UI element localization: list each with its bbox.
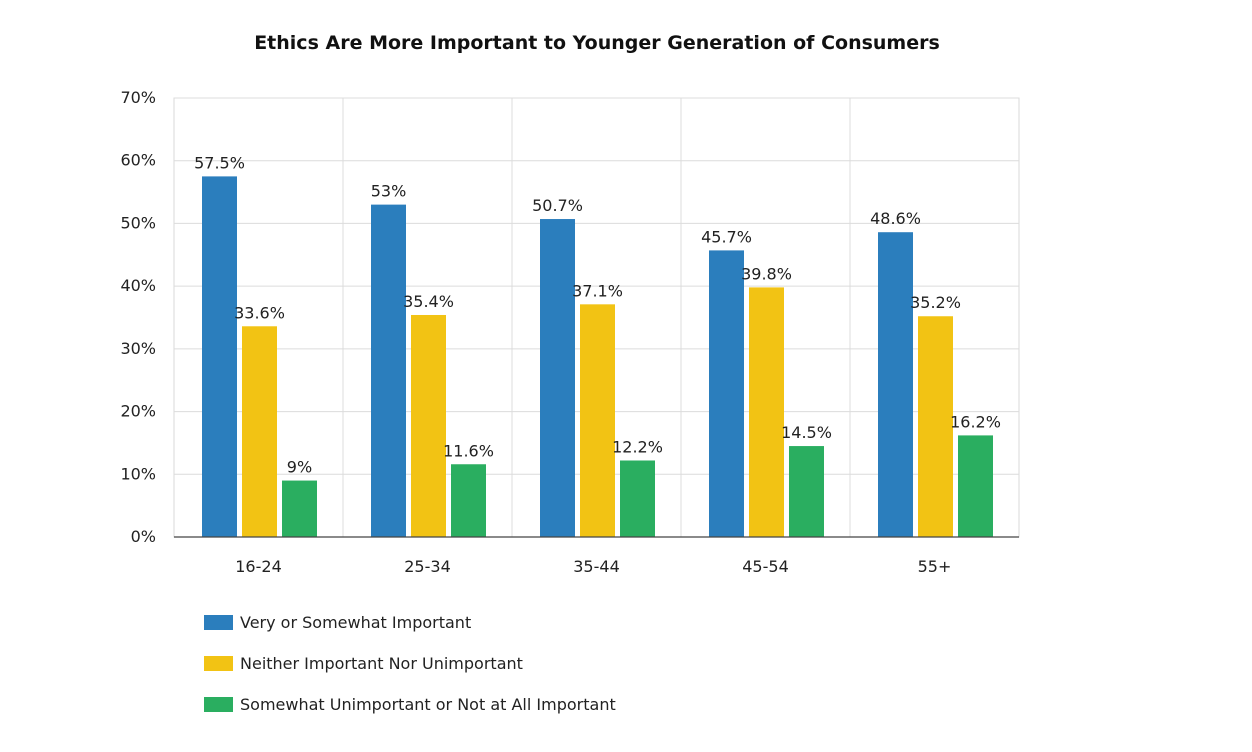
x-tick-label: 55+ (918, 557, 952, 576)
bar[interactable] (918, 316, 953, 537)
y-tick-label: 60% (120, 151, 156, 170)
x-tick-label: 35-44 (573, 557, 620, 576)
y-tick-label: 50% (120, 213, 156, 232)
bar-data-label: 35.2% (910, 293, 961, 312)
bar[interactable] (749, 287, 784, 537)
bar-data-label: 9% (287, 458, 312, 477)
bar[interactable] (202, 176, 237, 537)
y-tick-label: 40% (120, 276, 156, 295)
x-tick-label: 16-24 (235, 557, 282, 576)
bar-data-label: 48.6% (870, 209, 921, 228)
bar-data-label: 45.7% (701, 227, 752, 246)
legend-label: Somewhat Unimportant or Not at All Impor… (240, 694, 616, 714)
legend-label: Neither Important Nor Unimportant (240, 653, 523, 673)
bar[interactable] (282, 480, 317, 537)
bar[interactable] (620, 460, 655, 537)
bar[interactable] (411, 314, 446, 537)
bar[interactable] (789, 446, 824, 537)
bar-data-label: 37.1% (572, 281, 623, 300)
bar[interactable] (958, 435, 993, 537)
bar-data-label: 53% (371, 182, 407, 201)
bar[interactable] (371, 204, 406, 537)
bar[interactable] (580, 304, 615, 537)
y-tick-label: 20% (120, 402, 156, 421)
y-tick-label: 0% (131, 527, 156, 546)
bar-data-label: 12.2% (612, 437, 663, 456)
legend-item-very-important[interactable]: Very or Somewhat Important (204, 612, 616, 632)
y-tick-label: 10% (120, 464, 156, 483)
bar[interactable] (709, 250, 744, 537)
bar-data-label: 35.4% (403, 292, 454, 311)
bar[interactable] (242, 326, 277, 537)
legend-item-neither[interactable]: Neither Important Nor Unimportant (204, 653, 616, 673)
bar-chart: 57.5% 33.6% 9% 53% 35.4% 11.6% 50.7% 37.1% 12.2%… (120, 88, 1020, 576)
legend-label: Very or Somewhat Important (240, 612, 472, 632)
chart-title: Ethics Are More Important to Younger Gen… (254, 32, 940, 54)
legend-swatch (204, 696, 233, 712)
bar[interactable] (540, 219, 575, 537)
y-tick-label: 70% (120, 88, 156, 107)
bar-data-label: 11.6% (443, 441, 494, 460)
bar-data-label: 16.2% (950, 412, 1001, 431)
legend: Very or Somewhat Important Neither Impor… (204, 612, 616, 735)
bar[interactable] (878, 232, 913, 538)
bar-data-label: 39.8% (741, 264, 792, 283)
x-tick-label: 45-54 (742, 557, 789, 576)
bar-data-label: 33.6% (234, 303, 285, 322)
bar-data-label: 14.5% (781, 423, 832, 442)
legend-item-unimportant[interactable]: Somewhat Unimportant or Not at All Impor… (204, 694, 616, 714)
legend-swatch (204, 614, 233, 630)
bar[interactable] (451, 464, 486, 537)
x-tick-label: 25-34 (404, 557, 451, 576)
bar-data-label: 57.5% (194, 153, 245, 172)
legend-swatch (204, 655, 233, 671)
y-tick-label: 30% (120, 339, 156, 358)
bar-data-label: 50.7% (532, 196, 583, 215)
